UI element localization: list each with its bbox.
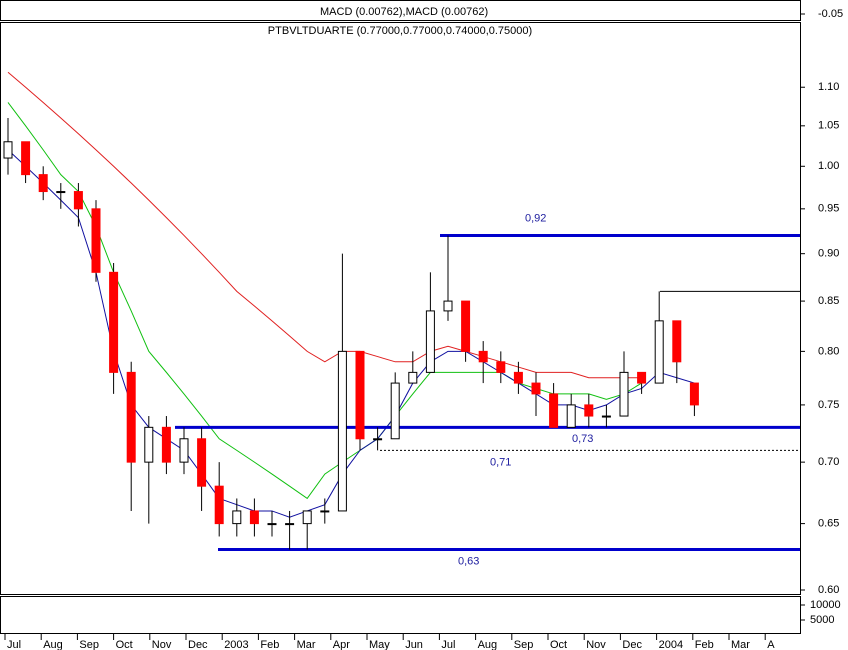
- candle-body: [355, 350, 365, 440]
- candle-body: [144, 426, 154, 463]
- candle-body: [549, 393, 559, 428]
- y-tick-label: 1.05: [818, 120, 839, 132]
- level-label: 0,71: [490, 456, 511, 468]
- y-tick-label: 0.70: [818, 456, 839, 468]
- candle-body: [161, 426, 171, 463]
- candle-body: [584, 404, 594, 417]
- x-tick-label: Oct: [116, 639, 133, 650]
- candle-body: [285, 523, 295, 526]
- candle-body: [654, 320, 664, 384]
- x-tick-label: Jun: [405, 639, 423, 650]
- candle-body: [478, 350, 488, 363]
- y-tick-label: 0.75: [818, 399, 839, 411]
- x-tick-label: Aug: [478, 639, 498, 650]
- y-tick-label: 1.10: [818, 81, 839, 93]
- candle-body: [302, 510, 312, 525]
- volume-tick-label: 10000: [810, 599, 841, 611]
- y-tick-label: 1.00: [818, 160, 839, 172]
- candle-body: [267, 523, 277, 526]
- candle-body: [601, 415, 611, 418]
- x-tick-label: Aug: [43, 639, 63, 650]
- candle-body: [73, 191, 83, 210]
- x-tick-label: Mar: [731, 639, 750, 650]
- candle-body: [496, 361, 506, 373]
- x-tick-label: 2003: [224, 639, 248, 650]
- candle-body: [38, 174, 48, 193]
- y-tick-label: 0.90: [818, 248, 839, 260]
- candle-body: [531, 382, 541, 395]
- candle-body: [566, 404, 576, 428]
- x-tick-label: Nov: [586, 639, 606, 650]
- x-tick-label: Jul: [441, 639, 455, 650]
- candle-body: [91, 208, 101, 273]
- candle-body: [3, 141, 13, 159]
- top-panel: [0, 0, 801, 21]
- x-tick-label: Jul: [7, 639, 21, 650]
- x-tick-label: A: [767, 639, 775, 650]
- x-tick-label: Sep: [79, 639, 99, 650]
- candle-body: [21, 141, 31, 176]
- candle-body: [461, 300, 471, 352]
- volume-tick-label: 5000: [810, 614, 834, 626]
- candle-body: [232, 510, 242, 525]
- y-tick-label: 0.95: [818, 203, 839, 215]
- candle-body: [337, 350, 347, 512]
- y-tick-label: 0.80: [818, 345, 839, 357]
- candle-body: [513, 371, 523, 384]
- volume-panel: [0, 596, 801, 634]
- candle-body: [672, 320, 682, 363]
- level-label: 0,63: [458, 555, 479, 567]
- x-tick-label: Feb: [695, 639, 714, 650]
- level-label: 0,73: [572, 433, 593, 445]
- x-tick-label: Dec: [188, 639, 208, 650]
- candle-body: [109, 271, 119, 373]
- top-panel-label: MACD (0.00762),MACD (0.00762): [320, 6, 488, 18]
- x-tick-label: Mar: [297, 639, 316, 650]
- x-tick-label: Feb: [260, 639, 279, 650]
- candle-body: [689, 382, 699, 406]
- candle-body: [126, 371, 136, 463]
- candle-body: [425, 310, 435, 373]
- y-tick-label: 0.85: [818, 295, 839, 307]
- candle-body: [197, 438, 207, 487]
- top-tick-label: -0.05: [818, 8, 843, 20]
- chart-title: PTBVLTDUARTE (0.77000,0.77000,0.74000,0.…: [268, 25, 532, 37]
- level-label: 0,92: [525, 212, 546, 224]
- y-tick-label: 0.65: [818, 518, 839, 530]
- candle-body: [619, 371, 629, 417]
- x-tick-label: May: [369, 639, 390, 650]
- candle-body: [179, 438, 189, 463]
- candle-body: [214, 485, 224, 525]
- candle-body: [408, 371, 418, 384]
- x-tick-label: Dec: [622, 639, 642, 650]
- candle-body: [443, 300, 453, 312]
- candle-body: [373, 438, 383, 441]
- candle-body: [637, 371, 647, 384]
- candle-body: [56, 191, 66, 194]
- x-tick-label: Apr: [333, 639, 350, 650]
- candle-body: [390, 382, 400, 440]
- candle-body: [320, 510, 330, 513]
- moving-average: [7, 149, 695, 518]
- x-tick-label: 2004: [659, 639, 683, 650]
- x-tick-label: Nov: [152, 639, 172, 650]
- y-tick-label: 0.60: [818, 584, 839, 596]
- x-tick-label: Oct: [550, 639, 567, 650]
- candle-body: [249, 510, 259, 525]
- price-panel: [0, 22, 801, 595]
- x-tick-label: Sep: [514, 639, 534, 650]
